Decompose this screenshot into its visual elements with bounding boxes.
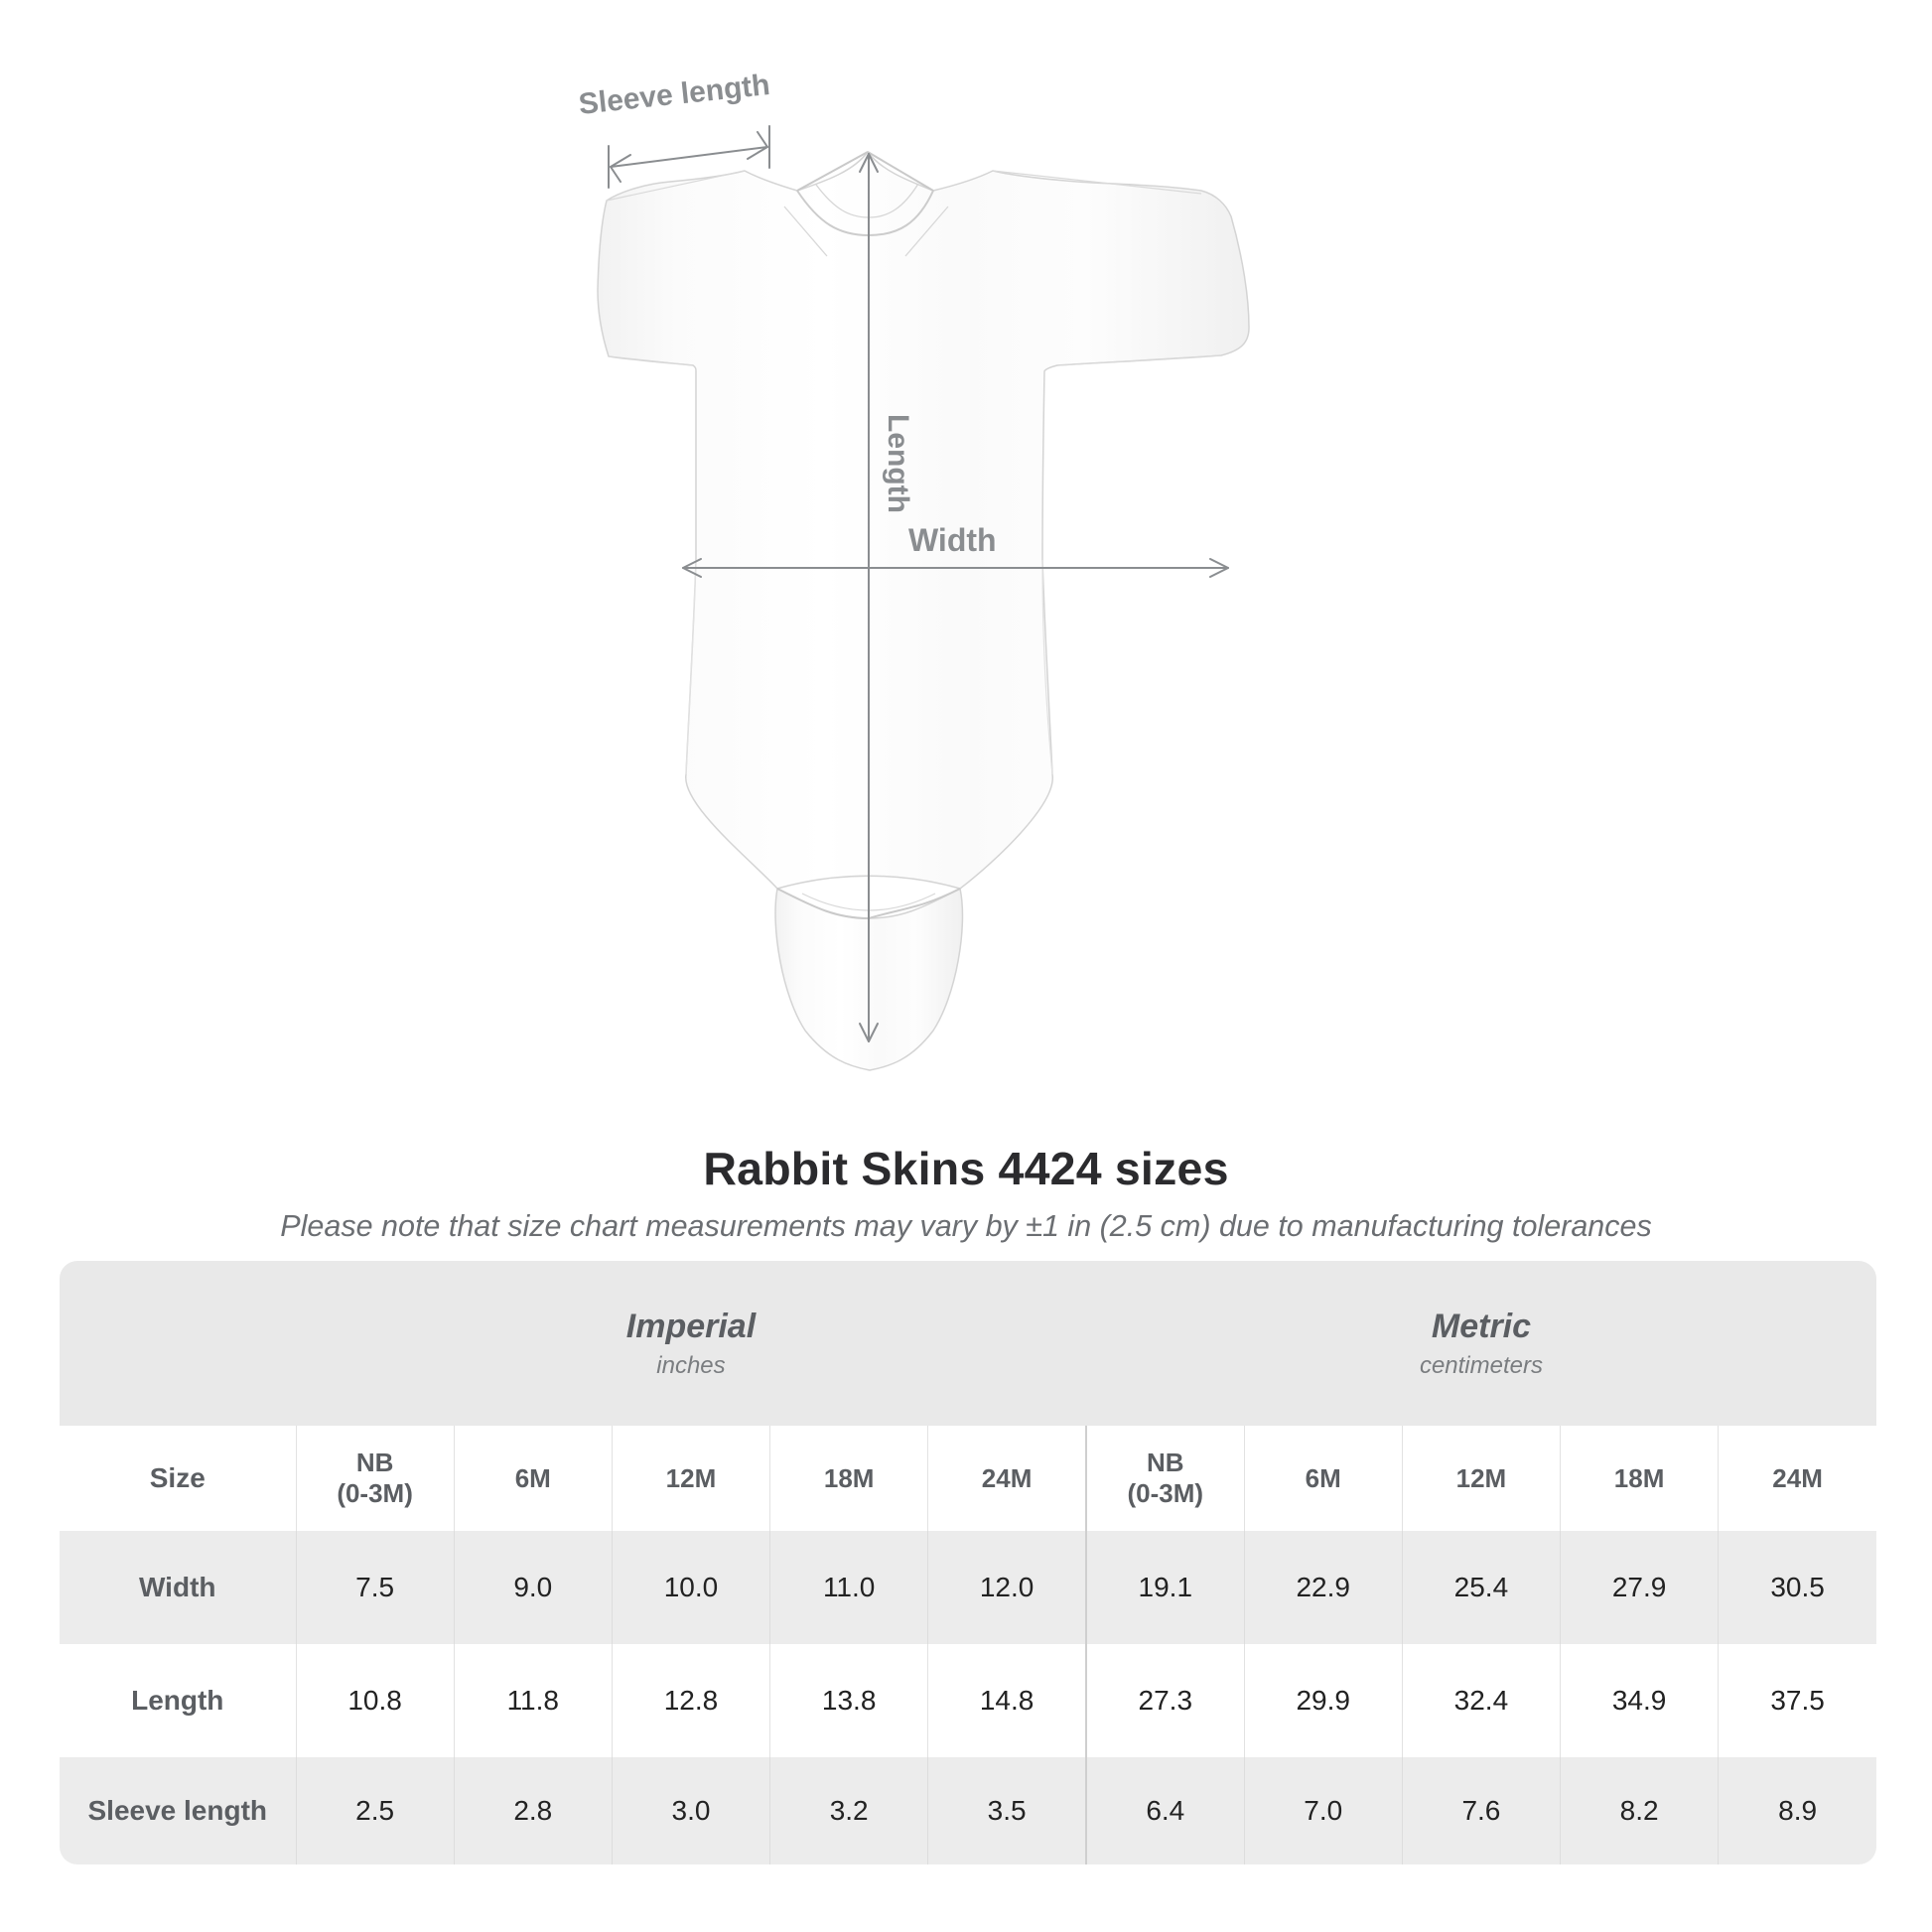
svg-text:Length: Length [882, 414, 914, 513]
svg-text:Width: Width [908, 522, 997, 558]
svg-text:Sleeve length: Sleeve length [577, 69, 771, 121]
